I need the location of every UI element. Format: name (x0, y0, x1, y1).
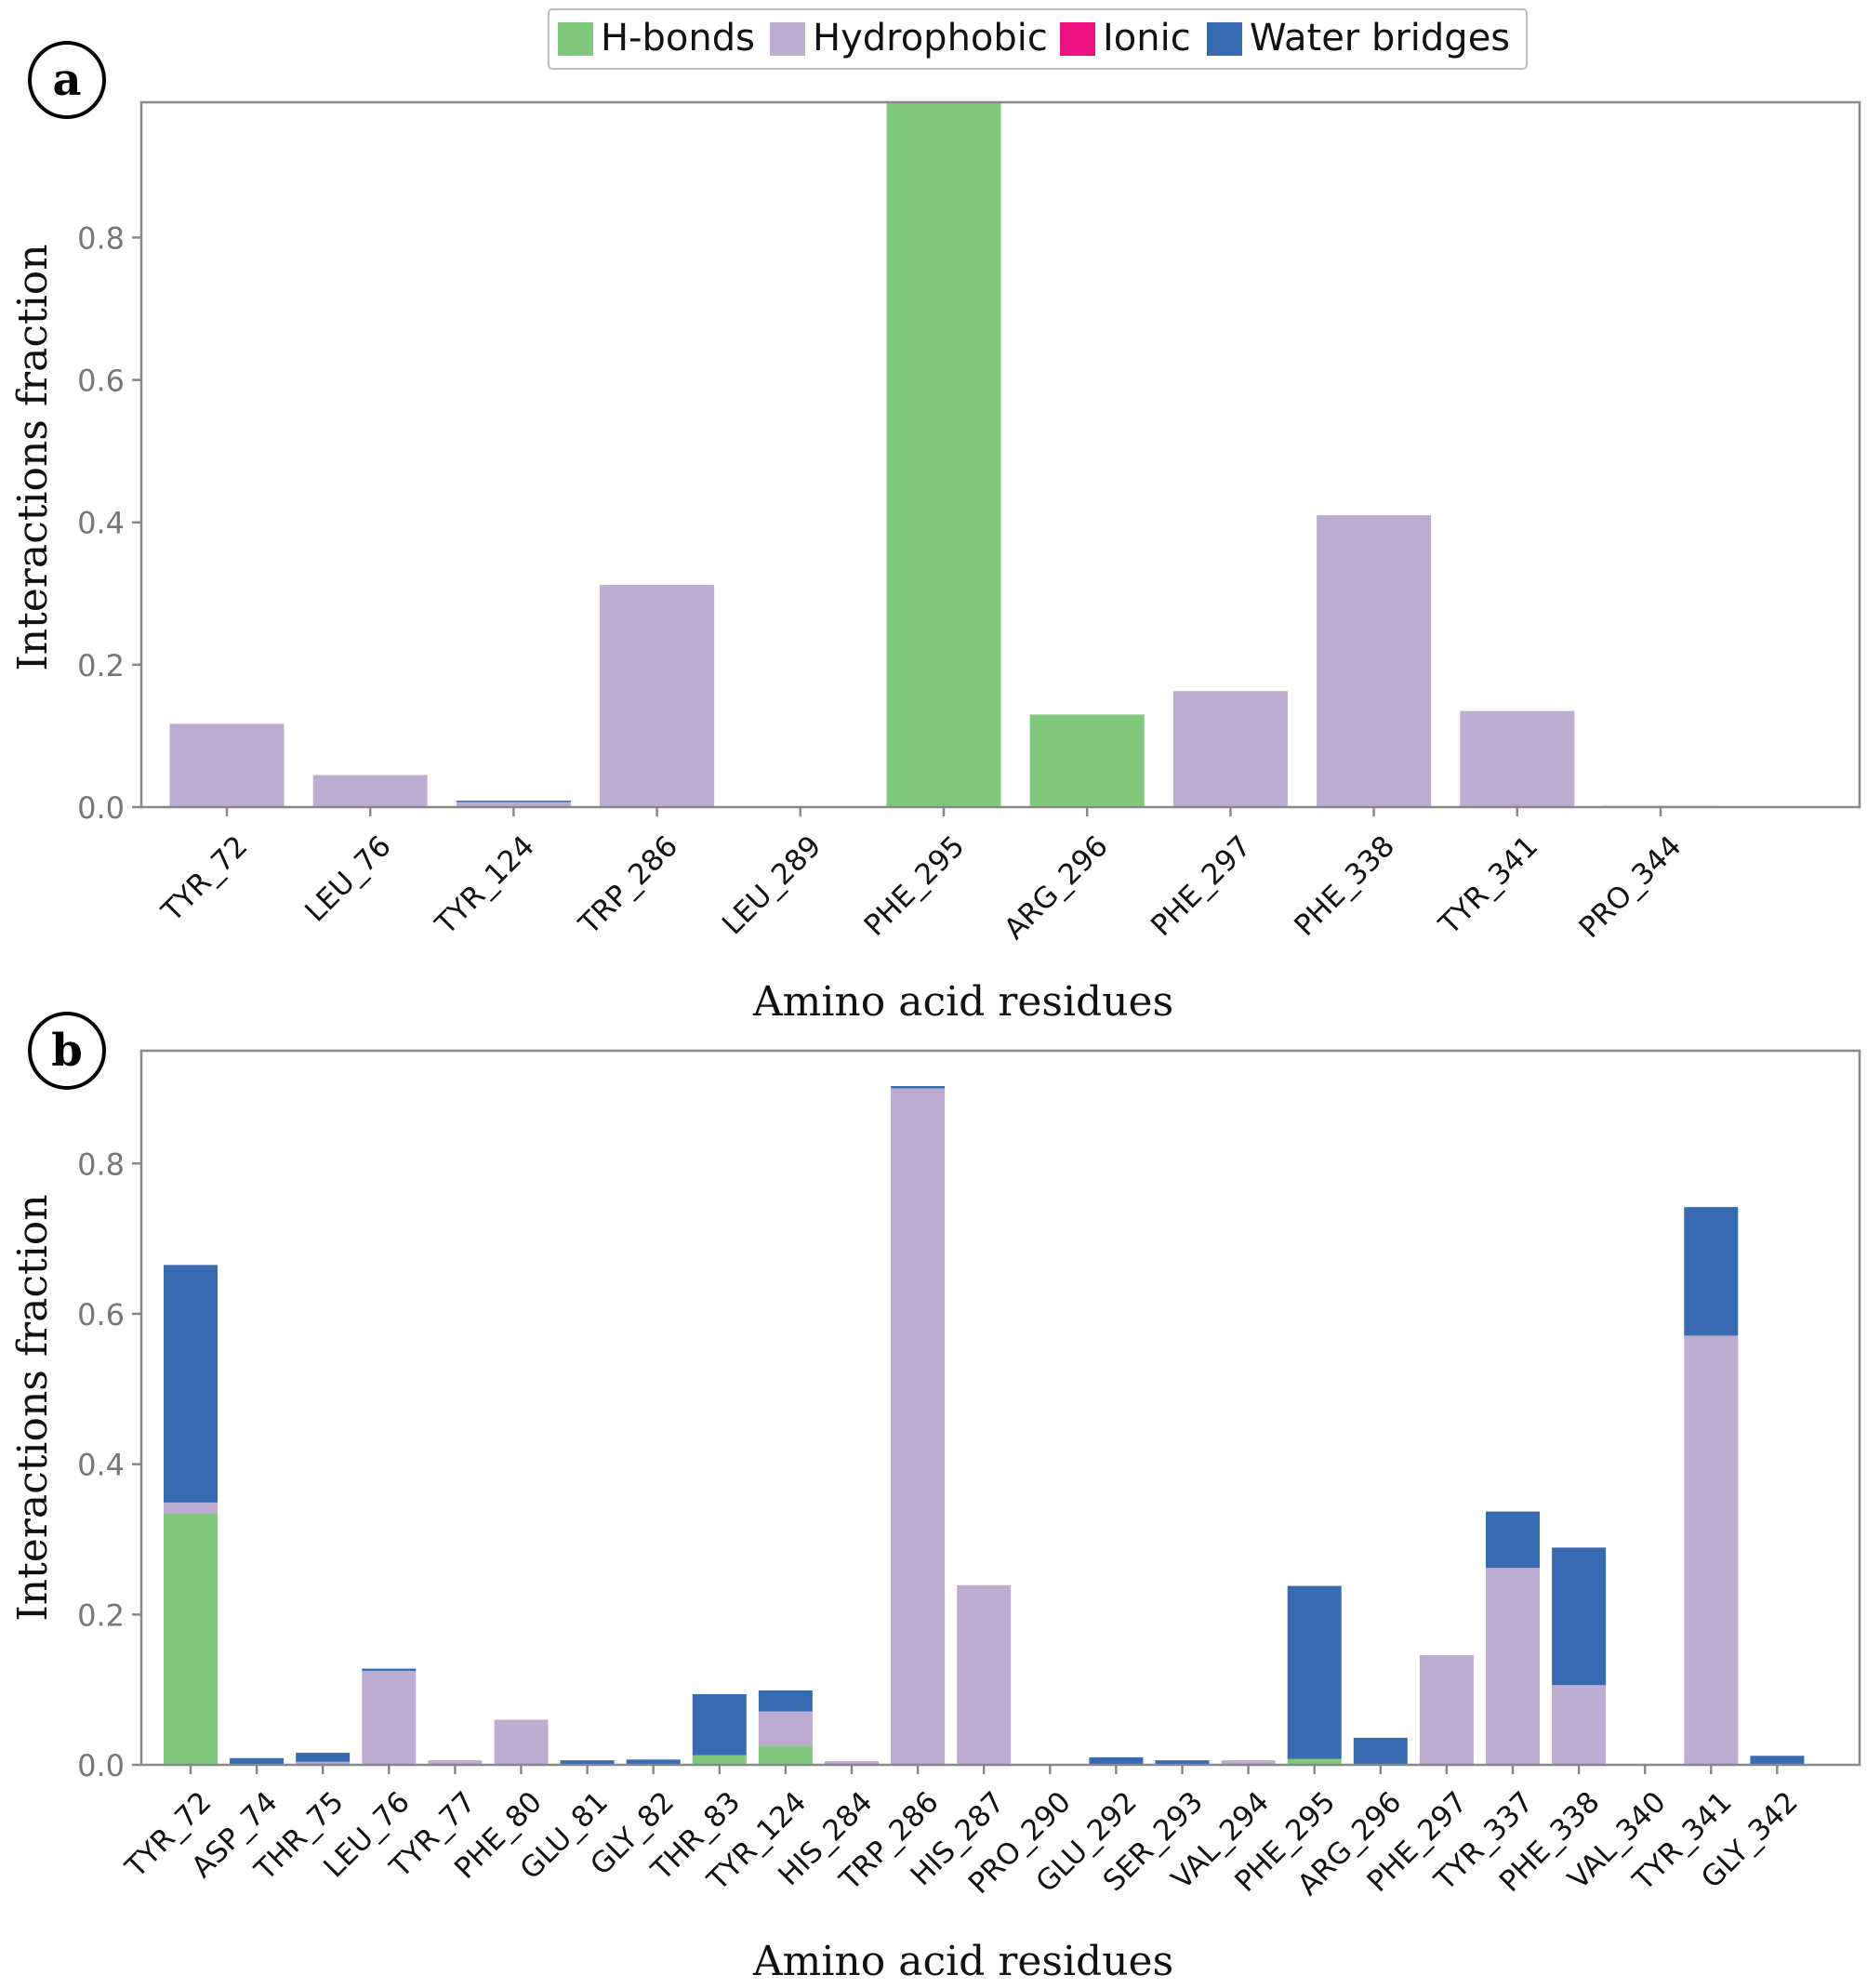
legend-swatch-water-bridges (1207, 22, 1242, 56)
panel-a-plot-frame (139, 100, 1861, 809)
bar-segment-water-thr-75 (296, 1753, 351, 1762)
x-tick-label: TYR_72 (154, 829, 254, 929)
bar-segment-hbonds-tyr-124 (758, 1745, 813, 1765)
bar-segment-hydrophobic-tyr-124 (758, 1711, 813, 1746)
y-tick-label: 0.0 (77, 790, 125, 826)
bar-segment-water-tyr-124 (758, 1690, 813, 1712)
bar-segment-water-glu-292 (1089, 1756, 1144, 1765)
bar-segment-water-arg-296 (1353, 1737, 1408, 1765)
bar-segment-water-tyr-72 (164, 1265, 218, 1503)
bar-segment-hydrophobic-trp-286 (600, 585, 715, 807)
bar-segment-hbonds-thr-83 (692, 1755, 747, 1765)
legend-swatch-ionic (1060, 22, 1095, 56)
bar-segment-water-gly-342 (1750, 1756, 1805, 1765)
bar-segment-water-tyr-341 (1684, 1207, 1739, 1336)
legend-label-hbonds: H-bonds (601, 17, 755, 60)
legend: H-bonds Hydrophobic Ionic Water bridges (548, 8, 1528, 70)
bar-segment-hydrophobic-leu-76 (312, 775, 428, 807)
bar-segment-hydrophobic-his-287 (957, 1584, 1012, 1765)
y-tick-label: 0.4 (77, 506, 125, 541)
y-tick-label: 0.8 (77, 220, 125, 256)
panel-b-chart: b 0.0 0.2 0.4 0.6 0.8 TYR_72ASP_74THR_75LEU_… (9, 1012, 1861, 1985)
bar-segment-hbonds-phe-295 (886, 102, 1001, 807)
legend-item-water-bridges: Water bridges (1207, 17, 1510, 60)
bar-segment-hydrophobic-leu-76 (362, 1670, 417, 1765)
panel-a-chart: a 0.0 0.2 0.4 0.6 0.8 TYR_72 LEU_76 TYR_124 TRP… (9, 41, 1861, 1026)
bar-segment-hydrophobic-tyr-124 (456, 802, 571, 807)
bar-segment-hydrophobic-phe-338 (1317, 515, 1432, 807)
legend-label-ionic: Ionic (1103, 17, 1191, 60)
bar-segment-hydrophobic-thr-75 (296, 1761, 351, 1765)
y-tick-label: 0.8 (77, 1146, 125, 1182)
legend-swatch-hbonds (558, 22, 593, 56)
bar-segment-hydrophobic-tyr-72 (164, 1502, 218, 1514)
panel-a-x-axis-label: Amino acid residues (752, 978, 1173, 1026)
bar-segment-water-trp-286 (891, 1085, 946, 1089)
bar-segment-hydrophobic-tyr-77 (428, 1760, 483, 1765)
bar-segment-hydrophobic-phe-338 (1552, 1685, 1607, 1765)
y-tick-label: 0.6 (77, 1297, 125, 1332)
panel-label-b-circle (28, 1012, 106, 1090)
legend-item-hbonds: H-bonds (558, 17, 755, 60)
bar-segment-hbonds-tyr-72 (164, 1513, 218, 1765)
panel-b-x-axis-label: Amino acid residues (752, 1938, 1173, 1985)
bar-segment-water-phe-338 (1552, 1547, 1607, 1686)
bar-segment-water-ser-293 (1155, 1760, 1210, 1765)
bar-segment-water-gly-82 (626, 1759, 681, 1765)
panel-a-x-ticks: TYR_72 LEU_76 TYR_124 TRP_286 LEU_289 PHE_295… (154, 807, 1688, 947)
bar-segment-hydrophobic-tyr-341 (1684, 1335, 1739, 1765)
panel-label-b: b (51, 1025, 83, 1077)
panel-a-y-axis-label: Interactions fraction (9, 244, 57, 670)
bar-segment-water-leu-76 (362, 1668, 417, 1671)
x-tick-label: TYR_341 (1432, 829, 1544, 942)
bar-segment-hydrophobic-phe-80 (494, 1719, 549, 1765)
x-tick-label: TYR_124 (429, 829, 541, 942)
bar-segment-water-asp-74 (230, 1757, 285, 1765)
bar-segment-hydrophobic-phe-297 (1419, 1654, 1474, 1765)
bar-segment-hydrophobic-tyr-337 (1486, 1568, 1540, 1765)
bar-segment-hydrophobic-trp-286 (891, 1088, 946, 1765)
x-tick-label: LEU_289 (716, 829, 828, 941)
panel-b-plot-frame (139, 1049, 1861, 1767)
y-tick-label: 0.0 (77, 1748, 125, 1783)
panel-label-a: a (52, 54, 81, 106)
bar-segment-hydrophobic-tyr-72 (169, 723, 285, 807)
bar-segment-hbonds-phe-295 (1287, 1758, 1342, 1765)
panel-b-x-ticks: TYR_72ASP_74THR_75LEU_76TYR_77PHE_80GLU_… (118, 1765, 1805, 1902)
y-tick-label: 0.2 (77, 1597, 125, 1633)
y-tick-label: 0.2 (77, 648, 125, 683)
bar-segment-hbonds-arg-296 (1029, 714, 1145, 807)
x-tick-label: PHE_338 (1288, 829, 1401, 943)
legend-item-ionic: Ionic (1060, 17, 1191, 60)
panel-a-bars (169, 102, 1718, 807)
x-tick-label: PHE_297 (1145, 829, 1258, 943)
bar-segment-water-thr-83 (692, 1694, 747, 1756)
bar-segment-water-phe-295 (1287, 1585, 1342, 1759)
x-tick-label: LEU_76 (298, 829, 397, 928)
bar-segment-hydrophobic-his-284 (825, 1760, 879, 1765)
bar-segment-water-tyr-337 (1486, 1511, 1540, 1569)
panel-a-y-ticks: 0.0 0.2 0.4 0.6 0.8 (77, 220, 141, 826)
bar-segment-hydrophobic-val-294 (1221, 1760, 1276, 1765)
legend-item-hydrophobic: Hydrophobic (770, 17, 1048, 60)
x-tick-label: PHE_295 (858, 829, 972, 943)
panel-label-a-circle (28, 41, 106, 119)
bar-segment-water-tyr-124 (456, 801, 571, 802)
bar-segment-water-glu-81 (560, 1760, 615, 1765)
legend-swatch-hydrophobic (770, 22, 805, 56)
legend-label-hydrophobic: Hydrophobic (813, 17, 1048, 60)
x-tick-label: PRO_344 (1573, 829, 1688, 945)
panel-b-y-axis-label: Interactions fraction (9, 1194, 57, 1621)
y-tick-label: 0.4 (77, 1448, 125, 1483)
bar-segment-hydrophobic-phe-297 (1172, 691, 1288, 807)
bar-segment-hydrophobic-tyr-341 (1460, 710, 1575, 807)
y-tick-label: 0.6 (77, 364, 125, 399)
panel-b-y-ticks: 0.0 0.2 0.4 0.6 0.8 (77, 1146, 141, 1783)
x-tick-label: ARG_296 (998, 829, 1114, 946)
panel-b-bars (164, 1085, 1805, 1765)
x-tick-label: TRP_286 (572, 829, 684, 942)
legend-label-water-bridges: Water bridges (1250, 17, 1510, 60)
